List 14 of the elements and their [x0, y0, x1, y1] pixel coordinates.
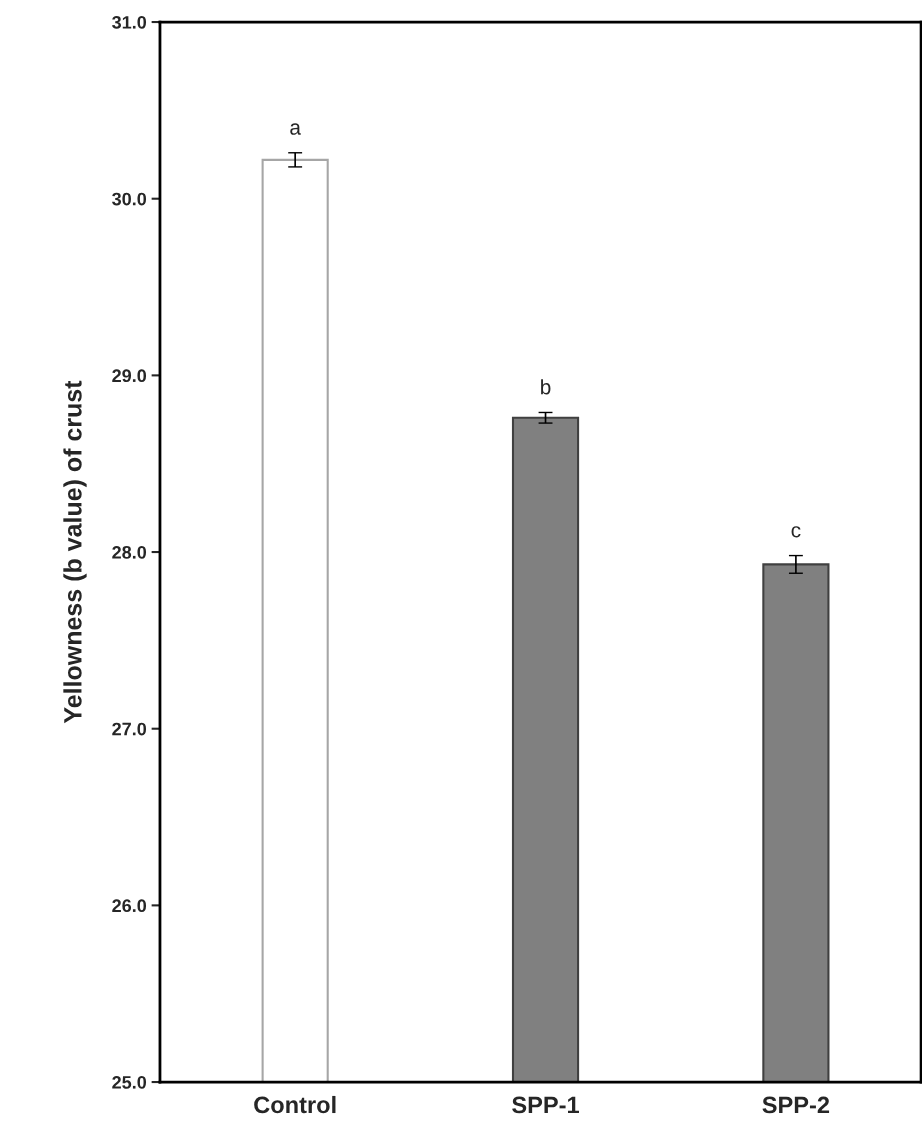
annotation: c	[791, 526, 801, 538]
x-tick-label: Control	[254, 1095, 336, 1114]
y-tick-label: 26.0	[112, 899, 147, 913]
annotation: b	[541, 379, 551, 395]
y-tick-label: 29.0	[112, 369, 147, 383]
y-tick-label: 25.0	[112, 1075, 147, 1089]
y-tick-label: 30.0	[112, 192, 147, 206]
x-tick-label: SPP-2	[762, 1096, 830, 1114]
y-tick-label: 27.0	[112, 722, 147, 736]
y-tick-label: 28.0	[112, 545, 147, 559]
annotation: a	[290, 123, 301, 135]
y-tick-label: 31.0	[112, 15, 147, 29]
y-axis-title: Yellowness (b value) of crust	[63, 380, 87, 724]
x-tick-label: SPP-1	[512, 1096, 579, 1114]
